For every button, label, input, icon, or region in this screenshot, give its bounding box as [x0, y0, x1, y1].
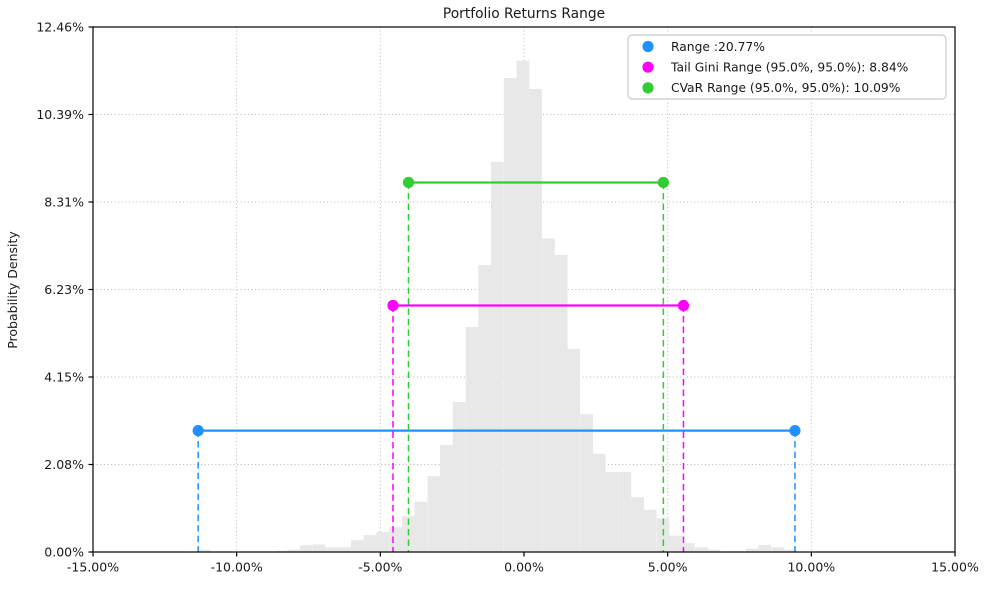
- histogram-bar: [580, 414, 594, 552]
- x-tick-label: 5.00%: [648, 560, 688, 575]
- histogram-bar: [338, 547, 351, 552]
- x-tick-label: -10.00%: [211, 560, 263, 575]
- histogram-bar: [312, 544, 326, 552]
- histogram-bar: [694, 547, 708, 552]
- cvar-range-marker: [402, 176, 415, 189]
- y-tick-label: 0.00%: [44, 544, 84, 559]
- histogram-bar: [529, 88, 542, 552]
- histogram-bar: [465, 327, 479, 552]
- histogram-bar: [669, 535, 683, 552]
- range-overlay: [192, 425, 801, 552]
- histogram-bar: [631, 497, 644, 552]
- x-tick-label: 0.00%: [504, 560, 544, 575]
- histogram-bar: [452, 402, 466, 552]
- legend: Range :20.77% Tail Gini Range (95.0%, 95.…: [627, 34, 947, 100]
- histogram-bar: [707, 549, 721, 552]
- histogram-bar: [363, 535, 377, 552]
- x-tick-label: -15.00%: [67, 560, 119, 575]
- cvar-range-legend-marker-icon: [642, 82, 654, 94]
- legend-item-label: Range :20.77%: [671, 40, 765, 54]
- histogram-bar: [389, 527, 402, 552]
- histogram-bar: [325, 547, 339, 552]
- range-legend-marker-icon: [642, 40, 654, 53]
- y-tick-label: 10.39%: [36, 107, 84, 122]
- histogram-bar: [274, 550, 288, 552]
- histogram-bar: [299, 545, 313, 552]
- y-tick-label: 12.46%: [36, 19, 84, 34]
- legend-item-label: Tail Gini Range (95.0%, 95.0%): 8.84%: [670, 61, 908, 75]
- histogram-bar: [643, 509, 657, 552]
- histogram-bar: [490, 161, 504, 552]
- y-tick-label: 8.31%: [44, 194, 84, 209]
- range-overlays: [192, 176, 801, 552]
- legend-item-label: CVaR Range (95.0%, 95.0%): 10.09%: [671, 81, 900, 95]
- histogram-bar: [745, 548, 759, 552]
- axes-frame: -15.00% -10.00% -5.00% 0.00% 5.00% 10.00% 15.0…: [36, 19, 979, 574]
- histogram-bar: [414, 501, 428, 552]
- histogram-bar: [618, 471, 632, 552]
- y-tick-label: 4.15%: [44, 369, 84, 384]
- histogram-bar: [440, 444, 453, 552]
- cvar-range-overlay: [402, 176, 669, 552]
- cvar-range-marker: [657, 176, 669, 189]
- histogram-bar: [567, 348, 581, 552]
- histogram-bar: [771, 547, 785, 552]
- histogram-bar: [592, 453, 606, 552]
- legend-item-cvar-range: CVaR Range (95.0%, 95.0%): 10.09%: [642, 81, 900, 95]
- histogram-bar: [503, 77, 517, 552]
- x-tick-label: 10.00%: [787, 560, 835, 575]
- y-tick-label: 2.08%: [44, 457, 84, 472]
- y-tick-label: 6.23%: [44, 282, 84, 297]
- histogram-bar: [427, 476, 441, 552]
- histogram-bar: [758, 544, 772, 552]
- legend-item-range: Range :20.77%: [642, 40, 765, 54]
- tail-gini-range-overlay: [387, 299, 690, 552]
- histogram-bar: [376, 531, 390, 552]
- legend-box: [627, 34, 947, 100]
- histogram-bar: [542, 238, 555, 553]
- legend-item-tail-gini-range: Tail Gini Range (95.0%, 95.0%): 8.84%: [642, 61, 908, 75]
- tail-gini-range-legend-marker-icon: [642, 61, 654, 73]
- tail-gini-range-marker: [387, 299, 399, 312]
- chart-title: Portfolio Returns Range: [443, 6, 605, 22]
- range-marker: [789, 425, 801, 437]
- x-tick-label: 15.00%: [931, 560, 979, 575]
- tail-gini-range-marker: [677, 299, 690, 312]
- histogram-bar: [682, 543, 695, 552]
- range-marker: [192, 425, 204, 437]
- histogram-bar: [351, 540, 364, 552]
- x-tick-label: -5.00%: [358, 560, 402, 575]
- histogram-bar: [287, 549, 300, 552]
- histogram-bar: [605, 471, 619, 552]
- histogram-bar: [554, 254, 568, 552]
- histogram-bar: [784, 549, 797, 552]
- histogram-bar: [198, 549, 211, 552]
- y-axis-label: Probability Density: [5, 231, 20, 349]
- histogram-bar: [478, 265, 492, 552]
